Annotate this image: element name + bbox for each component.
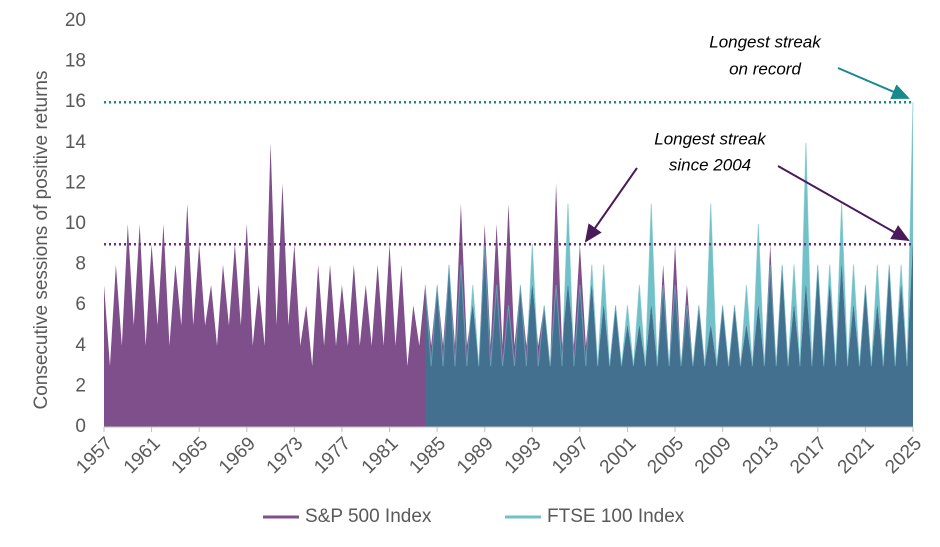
y-tick-label: 4 (75, 335, 86, 356)
y-tick-label: 12 (65, 172, 86, 193)
y-tick-label: 2 (75, 375, 86, 396)
legend-label: S&P 500 Index (305, 506, 432, 527)
y-tick-label: 20 (65, 10, 86, 31)
annotation: since 2004 (669, 155, 751, 174)
x-tick-label: 1981 (358, 433, 403, 478)
y-tick-label: 14 (65, 132, 87, 153)
x-tick-label: 1997 (548, 433, 593, 478)
annotation: on record (729, 59, 801, 78)
arrow (584, 167, 638, 243)
arrow (837, 67, 910, 100)
x-tick-label: 1985 (405, 433, 450, 478)
x-tick-label: 2001 (596, 433, 641, 478)
y-tick-label: 8 (75, 254, 86, 275)
annotation: Longest streak (709, 32, 822, 51)
x-tick-label: 1965 (168, 433, 213, 478)
x-tick-label: 1993 (501, 433, 546, 478)
y-axis-label: Consecutive sessions of positive returns (31, 71, 52, 410)
x-tick-label: 2013 (739, 433, 784, 478)
y-tick-label: 10 (65, 213, 86, 234)
x-tick-label: 2009 (691, 433, 736, 478)
y-tick-label: 16 (65, 91, 86, 112)
y-tick-label: 0 (75, 416, 86, 437)
x-tick-label: 1989 (453, 433, 498, 478)
overlap (425, 142, 913, 427)
x-tick-label: 1969 (215, 433, 260, 478)
x-tick-label: 2017 (786, 433, 831, 478)
x-tick-label: 1973 (263, 433, 308, 478)
annotation: Longest streak (654, 129, 767, 148)
x-tick-label: 2021 (834, 433, 879, 478)
y-tick-label: 18 (65, 51, 86, 72)
y-tick-label: 6 (75, 294, 86, 315)
x-tick-label: 2005 (643, 433, 688, 478)
x-tick-label: 1977 (310, 433, 355, 478)
x-tick-label: 1957 (72, 433, 117, 478)
arrow (777, 165, 910, 241)
x-tick-label: 2025 (881, 433, 926, 478)
legend-label: FTSE 100 Index (547, 506, 685, 527)
x-tick-label: 1961 (120, 433, 165, 478)
line (424, 102, 914, 367)
